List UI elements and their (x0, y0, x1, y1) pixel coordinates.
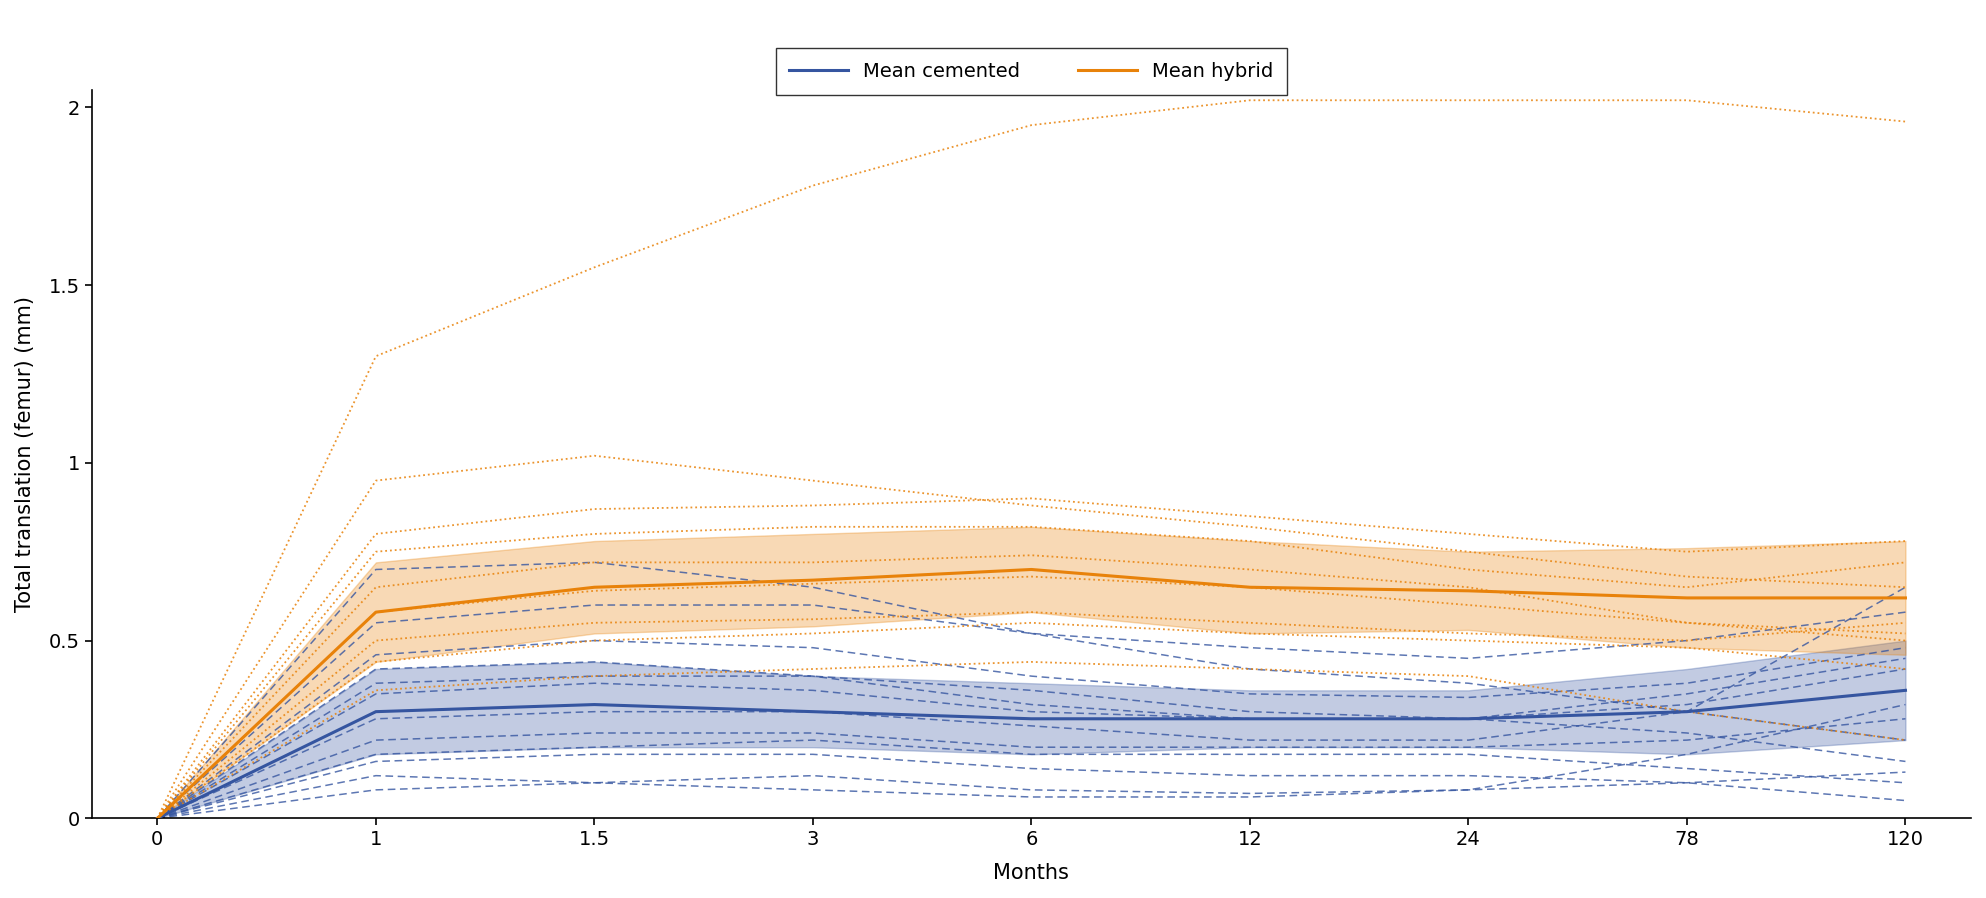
Mean hybrid (1237, 582, 1261, 593)
Mean cemented (1237, 713, 1261, 724)
Mean cemented (1674, 707, 1698, 718)
Mean cemented (363, 707, 387, 718)
Mean cemented (582, 700, 606, 710)
Mean hybrid (1456, 585, 1480, 596)
Mean cemented (800, 707, 824, 718)
Mean hybrid (363, 607, 387, 618)
Mean hybrid (582, 582, 606, 593)
Mean hybrid (1019, 564, 1043, 575)
Y-axis label: Total translation (femur) (mm): Total translation (femur) (mm) (16, 296, 36, 612)
Mean hybrid (1674, 593, 1698, 603)
Line: Mean hybrid: Mean hybrid (157, 569, 1905, 818)
X-axis label: Months: Months (993, 863, 1068, 883)
Mean cemented (1019, 713, 1043, 724)
Line: Mean cemented: Mean cemented (157, 691, 1905, 818)
Mean cemented (1893, 685, 1916, 696)
Legend: Mean cemented, Mean hybrid: Mean cemented, Mean hybrid (777, 48, 1287, 94)
Mean hybrid (145, 813, 169, 823)
Mean hybrid (1893, 593, 1916, 603)
Mean cemented (145, 813, 169, 823)
Mean hybrid (800, 575, 824, 585)
Mean cemented (1456, 713, 1480, 724)
